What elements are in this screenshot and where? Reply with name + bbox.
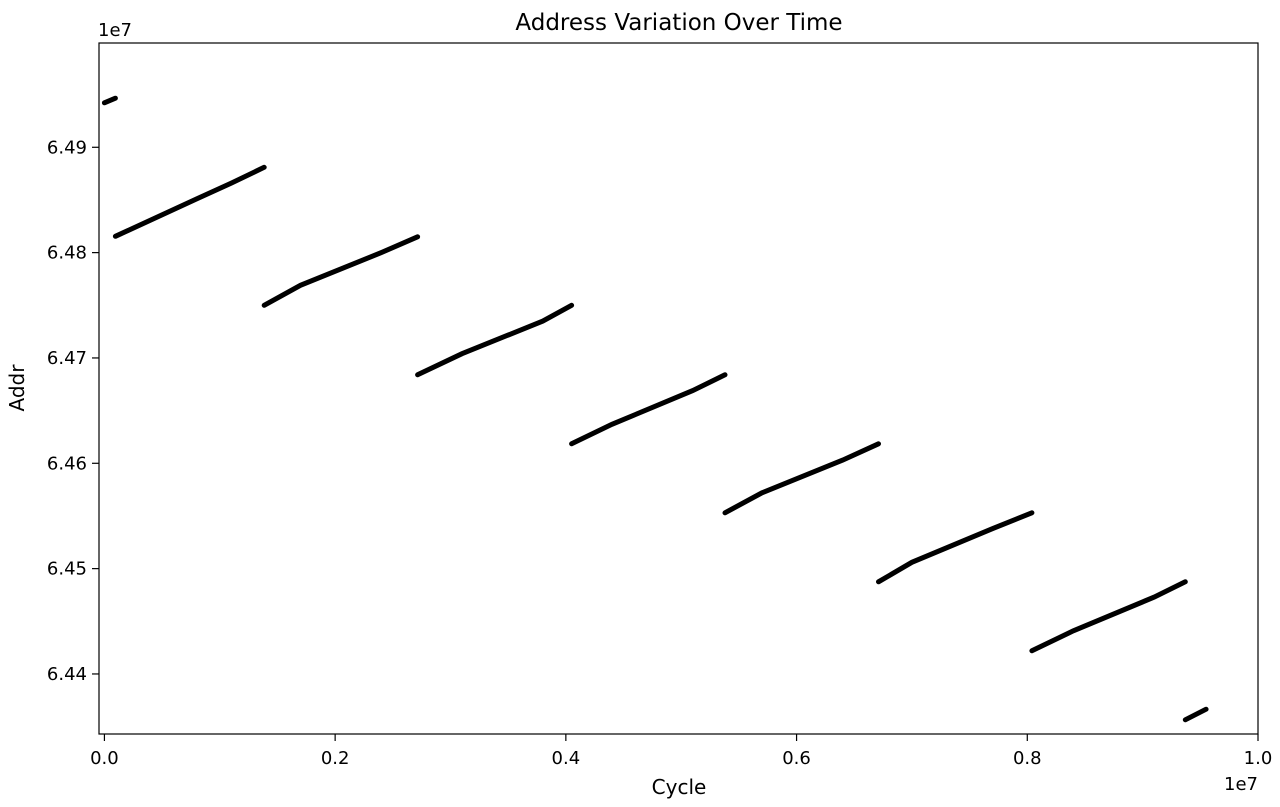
x-tick-label: 0.8 xyxy=(1013,748,1042,769)
x-tick-label: 1.0 xyxy=(1244,748,1273,769)
y-tick-label: 6.45 xyxy=(47,559,87,580)
address-line-segment-1 xyxy=(101,95,118,106)
y-axis-ticks: 6.44 6.45 6.46 6.47 6.48 6.49 xyxy=(47,137,99,685)
y-tick-label: 6.47 xyxy=(47,348,87,369)
x-axis-ticks: 0.0 0.2 0.4 0.6 0.8 1.0 xyxy=(90,734,1272,769)
address-line-segment-6 xyxy=(722,441,881,516)
y-tick-label: 6.49 xyxy=(47,137,87,158)
address-line-segment-5 xyxy=(569,372,728,447)
x-axis-label: Cycle xyxy=(652,775,707,799)
address-line-segment-7 xyxy=(876,510,1035,585)
y-tick-label: 6.44 xyxy=(47,664,87,685)
address-line-segment-8 xyxy=(1029,579,1188,654)
y-tick-label: 6.46 xyxy=(47,453,87,474)
x-tick-label: 0.4 xyxy=(552,748,581,769)
x-tick-label: 0.6 xyxy=(782,748,811,769)
x-tick-label: 0.2 xyxy=(321,748,350,769)
series-lines xyxy=(101,95,1209,723)
chart-title: Address Variation Over Time xyxy=(515,10,842,36)
x-tick-label: 0.0 xyxy=(90,748,119,769)
y-offset-text: 1e7 xyxy=(98,20,132,41)
address-line-segment-9 xyxy=(1182,706,1209,723)
address-line-segment-2 xyxy=(112,164,267,239)
y-axis-label: Addr xyxy=(5,364,29,412)
address-line-segment-4 xyxy=(415,302,575,378)
plot-frame xyxy=(98,42,1259,735)
x-offset-text: 1e7 xyxy=(1224,774,1258,795)
y-tick-label: 6.48 xyxy=(47,243,87,264)
address-line-segment-3 xyxy=(261,234,421,308)
